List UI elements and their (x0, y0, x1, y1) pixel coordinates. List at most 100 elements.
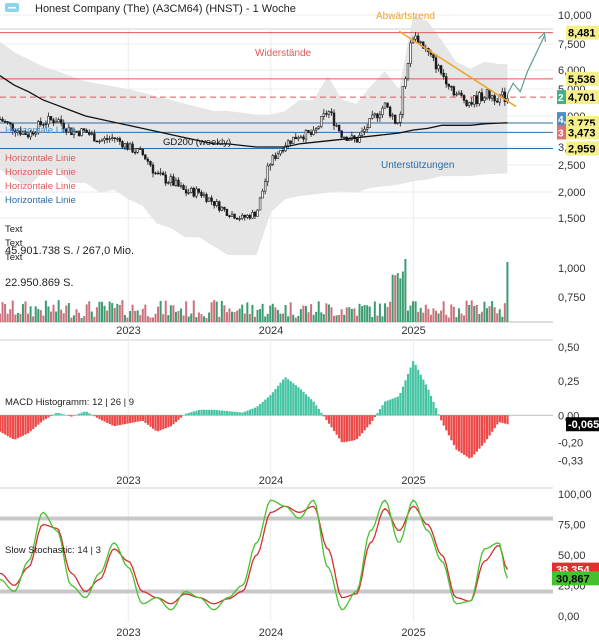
volume-bar (118, 305, 121, 322)
macd-bar (307, 396, 310, 416)
macd-bar (192, 411, 195, 416)
candle-body (460, 92, 463, 96)
volume-bar (65, 305, 68, 322)
macd-bar (455, 415, 458, 450)
side-badge: 3 (558, 128, 564, 139)
macd-bar (118, 415, 122, 426)
volume-bar (394, 275, 397, 322)
hline-label-red-1: Horizontale Linie (5, 153, 76, 164)
level-badge: 4,701 (568, 92, 596, 104)
candle-body (365, 127, 369, 130)
volume-bar (496, 313, 499, 322)
volume-bar (297, 315, 300, 322)
level-badge: 2,959 (568, 143, 596, 155)
macd-bar (157, 415, 160, 432)
macd-bar (197, 409, 201, 416)
macd-bar (220, 410, 224, 416)
macd-bar (442, 415, 445, 426)
macd-bar (266, 397, 269, 416)
macd-bar (437, 414, 440, 416)
candle-body (258, 197, 262, 211)
volume-bar (243, 313, 246, 322)
macd-bar (172, 415, 175, 425)
candle-body (139, 148, 142, 150)
macd-bar (67, 415, 71, 416)
volume-bar (427, 308, 430, 322)
side-badge-bg (557, 112, 566, 127)
price-tick-label: 2,000 (558, 187, 586, 199)
volume-bar (343, 314, 346, 322)
volume-bar (271, 303, 274, 322)
gd200-label: GD200 (weekly) (163, 137, 231, 148)
volume-bar (485, 308, 488, 322)
volume-bar (233, 312, 236, 322)
volume-bar (52, 304, 55, 322)
x-tick-label: 2023 (116, 475, 140, 487)
macd-bar (200, 409, 203, 416)
volume-bar (473, 305, 476, 322)
macd-bar (440, 415, 443, 421)
volume-bar (333, 315, 336, 322)
volume-bar (429, 314, 432, 322)
volume-bar (340, 309, 343, 322)
candle-body (24, 131, 27, 136)
candle-body (207, 197, 211, 202)
x-tick-label: 2024 (259, 475, 283, 487)
volume-bar (264, 316, 267, 322)
trend-line[interactable] (398, 30, 517, 108)
volume-bar (6, 313, 9, 322)
macd-bar (427, 389, 430, 416)
candle-body (146, 158, 150, 162)
macd-bar (149, 415, 152, 427)
macd-bar (113, 415, 116, 427)
candle-body (406, 63, 410, 79)
volume-mid-label: 22.950.869 S. (5, 277, 74, 289)
macd-bar (358, 415, 361, 437)
volume-bar (279, 313, 282, 322)
candle-body (493, 95, 496, 102)
candle-body (100, 139, 104, 142)
volume-bar (93, 316, 96, 322)
volume-bar (470, 300, 473, 322)
candle-body (483, 97, 486, 101)
x-tick-label: 2025 (401, 627, 425, 639)
candle-body (179, 185, 183, 187)
macd-bar (279, 382, 282, 416)
candle-body (503, 91, 507, 102)
candle-body (376, 113, 379, 119)
macd-bar (100, 415, 104, 421)
price-badges: 24,338,4815,5364,7013,7753,4732,959-0,06… (552, 25, 599, 586)
candle-body (363, 128, 366, 132)
candle-body (302, 136, 305, 140)
volume-bar (70, 317, 73, 322)
volume-bar (103, 305, 106, 322)
volume-bar (419, 307, 422, 322)
volume-bar (506, 262, 509, 322)
candle-body (452, 86, 456, 96)
macd-bar (315, 405, 318, 416)
macd-bar (144, 415, 147, 423)
macd-bar (409, 367, 412, 416)
candle-body (187, 192, 190, 194)
macd-bar (312, 401, 315, 416)
candle-body (391, 114, 394, 117)
x-tick-label: 2025 (401, 475, 425, 487)
volume-bar (83, 316, 86, 322)
macd-bar (297, 387, 300, 416)
x-tick-label: 2024 (259, 325, 283, 337)
macd-bar (11, 415, 14, 440)
volume-bar (177, 310, 180, 322)
stochastic-lines (0, 499, 509, 611)
volume-bar (208, 312, 211, 322)
macd-bar (506, 415, 509, 425)
candle-body (210, 197, 213, 202)
candle-body (108, 138, 111, 140)
macd-bar (404, 380, 407, 416)
candle-body (432, 54, 435, 59)
candle-body (253, 211, 257, 217)
candle-body (437, 65, 440, 70)
candle-body (238, 218, 241, 220)
stoch-k-line (0, 499, 509, 611)
candle-body (444, 76, 448, 85)
macd-bar (225, 411, 229, 416)
